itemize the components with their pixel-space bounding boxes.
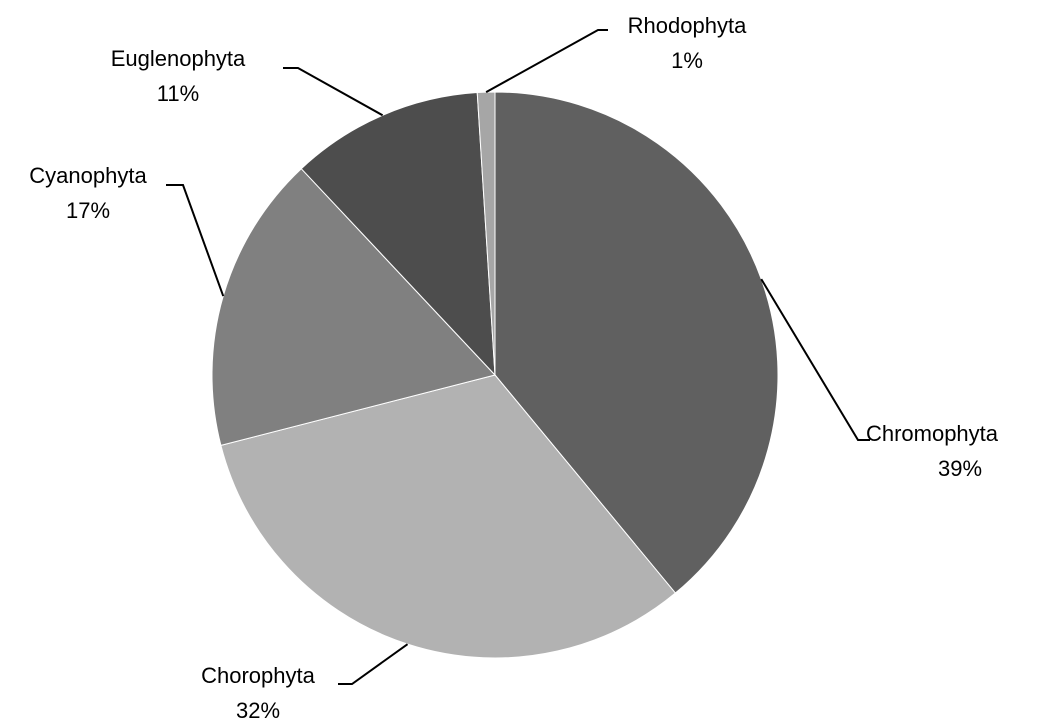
slice-value-label: 1% bbox=[671, 48, 703, 73]
slice-label: Euglenophyta bbox=[111, 46, 246, 71]
slice-value-label: 32% bbox=[236, 698, 280, 723]
pie-slice bbox=[220, 374, 677, 659]
slice-label: Rhodophyta bbox=[628, 13, 747, 38]
leader-line bbox=[338, 643, 409, 685]
pie-slice bbox=[494, 91, 779, 594]
slice-label: Cyanophyta bbox=[29, 163, 147, 188]
leader-line bbox=[485, 29, 608, 94]
slice-value-label: 39% bbox=[938, 456, 982, 481]
leader-line bbox=[283, 67, 384, 117]
slice-label: Chromophyta bbox=[866, 421, 999, 446]
leader-line bbox=[166, 184, 225, 297]
slice-label: Chorophyta bbox=[201, 663, 316, 688]
slice-value-label: 17% bbox=[66, 198, 110, 223]
slice-value-label: 11% bbox=[157, 81, 199, 106]
pie-slice bbox=[476, 91, 496, 376]
leader-line bbox=[760, 278, 870, 441]
